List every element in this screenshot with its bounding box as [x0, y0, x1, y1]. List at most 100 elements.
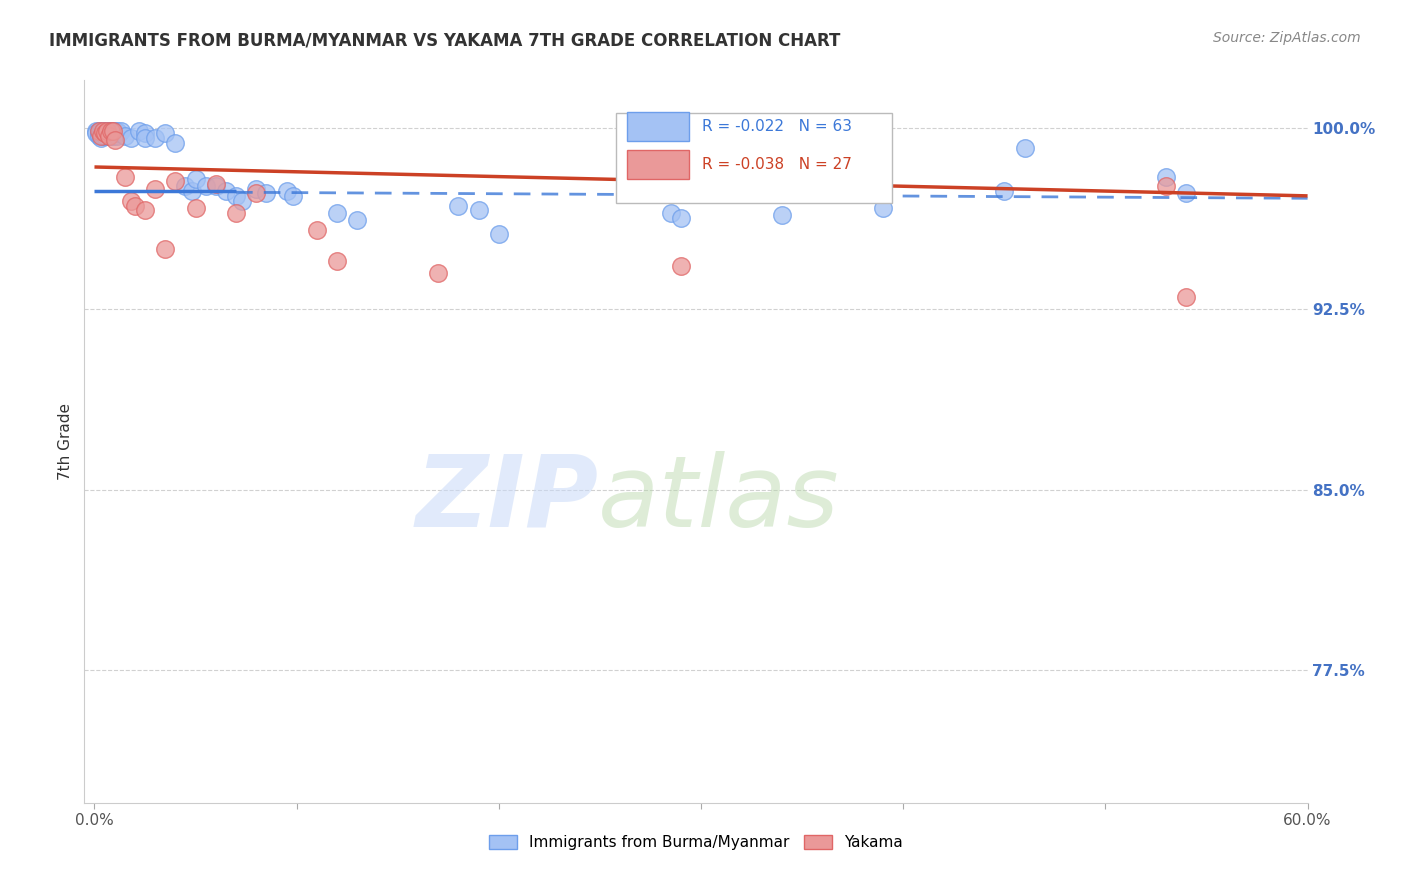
- Point: [96, 124, 118, 138]
- Point: [231, 194, 253, 208]
- Point: [134, 126, 156, 140]
- Point: [87, 126, 110, 140]
- Point: [100, 124, 122, 138]
- Point: [326, 205, 349, 219]
- Point: [1175, 186, 1198, 201]
- Point: [87, 124, 110, 138]
- Point: [87, 124, 110, 138]
- Point: [346, 213, 368, 227]
- Point: [254, 186, 277, 201]
- Point: [90, 124, 112, 138]
- Point: [180, 184, 202, 198]
- Text: R = -0.022   N = 63: R = -0.022 N = 63: [702, 119, 852, 134]
- Point: [204, 179, 226, 194]
- FancyBboxPatch shape: [627, 112, 689, 141]
- Point: [447, 198, 470, 212]
- Point: [90, 126, 112, 140]
- Point: [134, 131, 156, 145]
- Point: [194, 179, 217, 194]
- Point: [101, 126, 124, 140]
- Point: [690, 174, 713, 188]
- Point: [104, 126, 127, 140]
- Point: [488, 227, 510, 242]
- Point: [281, 189, 304, 203]
- Point: [97, 128, 120, 143]
- Point: [276, 184, 298, 198]
- Point: [427, 266, 450, 280]
- Point: [225, 205, 247, 219]
- Point: [93, 124, 115, 138]
- Point: [1154, 169, 1177, 184]
- Point: [91, 124, 114, 138]
- Point: [128, 124, 150, 138]
- Point: [1014, 141, 1036, 155]
- Legend: Immigrants from Burma/Myanmar, Yakama: Immigrants from Burma/Myanmar, Yakama: [482, 830, 910, 856]
- Text: atlas: atlas: [598, 450, 839, 548]
- Point: [204, 177, 226, 191]
- Point: [225, 189, 247, 203]
- Point: [165, 136, 187, 150]
- Point: [110, 124, 132, 138]
- Point: [97, 128, 120, 143]
- Point: [93, 126, 115, 140]
- Text: ZIP: ZIP: [415, 450, 598, 548]
- Point: [184, 172, 207, 186]
- Point: [101, 128, 124, 143]
- Point: [669, 259, 692, 273]
- Point: [101, 124, 124, 138]
- Point: [114, 128, 136, 143]
- Point: [96, 124, 118, 138]
- Point: [87, 128, 110, 143]
- Point: [104, 124, 127, 138]
- Point: [155, 242, 177, 256]
- Point: [100, 128, 122, 143]
- Point: [91, 124, 114, 138]
- Point: [91, 128, 114, 143]
- Point: [93, 126, 115, 140]
- Point: [93, 128, 115, 143]
- FancyBboxPatch shape: [627, 150, 689, 178]
- Point: [1175, 290, 1198, 304]
- Point: [90, 128, 112, 143]
- Point: [114, 169, 136, 184]
- Point: [100, 124, 122, 138]
- Point: [872, 201, 894, 215]
- Point: [326, 254, 349, 268]
- Point: [143, 182, 166, 196]
- Y-axis label: 7th Grade: 7th Grade: [58, 403, 73, 480]
- Point: [993, 184, 1015, 198]
- Point: [86, 126, 108, 140]
- Point: [90, 131, 112, 145]
- Point: [120, 131, 142, 145]
- Point: [245, 186, 267, 201]
- Point: [669, 211, 692, 225]
- FancyBboxPatch shape: [616, 112, 891, 203]
- Point: [105, 128, 128, 143]
- Point: [120, 194, 142, 208]
- Text: R = -0.038   N = 27: R = -0.038 N = 27: [702, 157, 852, 171]
- Point: [134, 203, 156, 218]
- Point: [105, 124, 128, 138]
- Point: [104, 133, 127, 147]
- Point: [467, 203, 489, 218]
- Point: [770, 208, 793, 222]
- Point: [97, 126, 120, 140]
- Point: [1154, 179, 1177, 194]
- Point: [659, 205, 682, 219]
- Point: [143, 131, 166, 145]
- Point: [174, 179, 197, 194]
- Point: [155, 126, 177, 140]
- Point: [184, 201, 207, 215]
- Point: [91, 126, 114, 140]
- Point: [90, 128, 112, 143]
- Point: [107, 126, 129, 140]
- Point: [86, 124, 108, 138]
- Text: Source: ZipAtlas.com: Source: ZipAtlas.com: [1213, 31, 1361, 45]
- Point: [124, 198, 146, 212]
- Point: [96, 126, 118, 140]
- Point: [97, 124, 120, 138]
- Point: [165, 174, 187, 188]
- Point: [215, 184, 238, 198]
- Point: [305, 222, 328, 236]
- Point: [245, 182, 267, 196]
